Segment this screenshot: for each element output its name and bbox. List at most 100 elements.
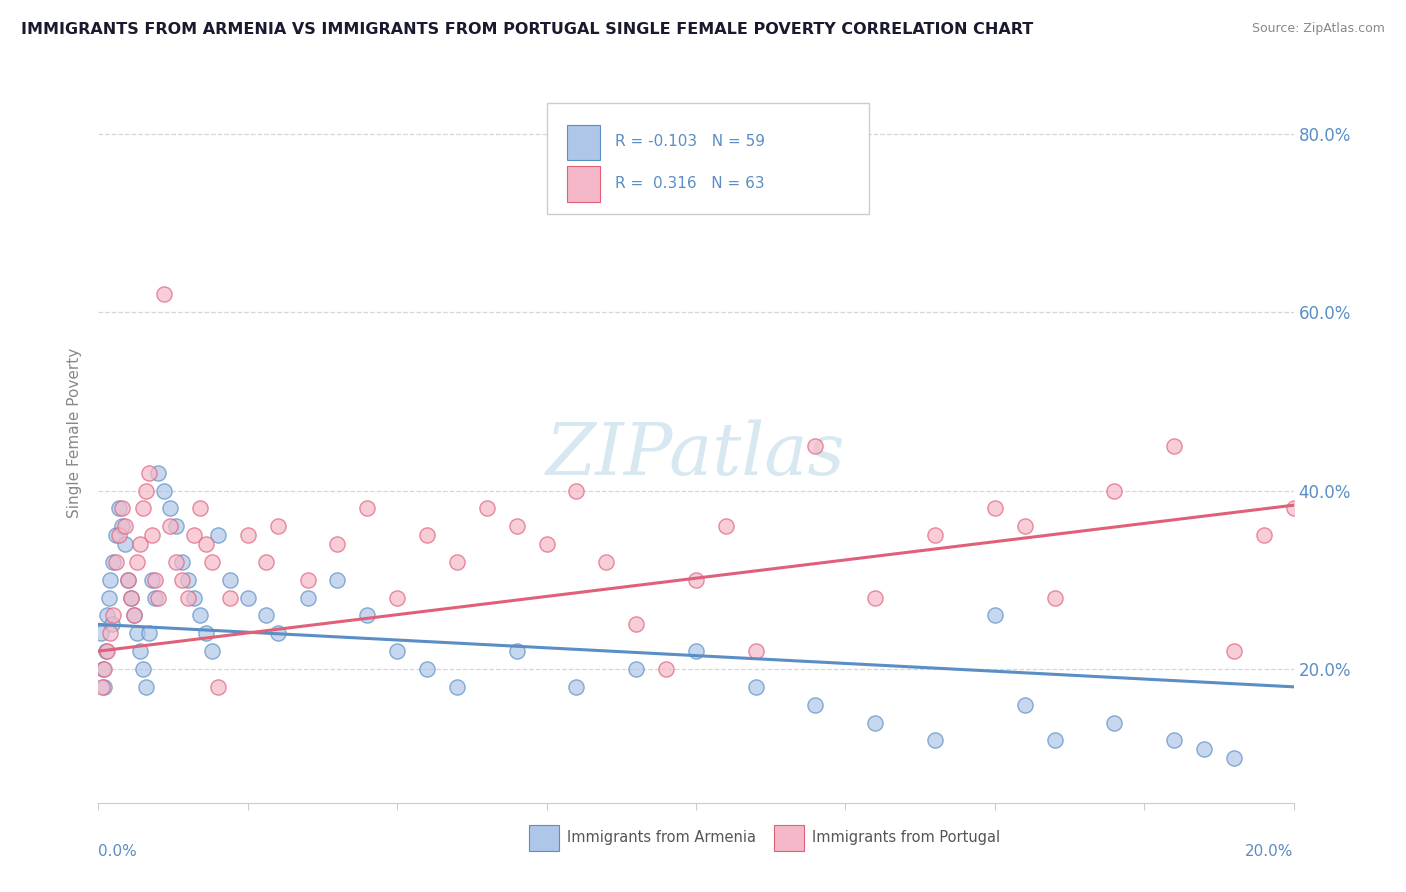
Point xyxy=(219,591,242,605)
Point xyxy=(117,573,139,587)
Text: 20.0%: 20.0% xyxy=(1246,844,1294,858)
Point xyxy=(595,555,617,569)
FancyBboxPatch shape xyxy=(529,825,558,851)
Point xyxy=(536,537,558,551)
Point xyxy=(148,591,170,605)
Point xyxy=(188,501,211,516)
Text: ZIPatlas: ZIPatlas xyxy=(546,419,846,490)
Point xyxy=(127,626,149,640)
Point xyxy=(98,573,122,587)
Point xyxy=(1014,698,1036,712)
Point xyxy=(267,626,290,640)
Point xyxy=(90,626,112,640)
Point xyxy=(984,608,1007,623)
Point xyxy=(865,715,887,730)
Point xyxy=(745,680,768,694)
Point xyxy=(195,537,218,551)
Point xyxy=(685,573,707,587)
Point xyxy=(714,519,737,533)
Point xyxy=(1295,216,1317,230)
Point xyxy=(201,555,224,569)
Point xyxy=(100,617,122,632)
Point xyxy=(195,626,218,640)
Point xyxy=(219,573,242,587)
Point xyxy=(132,501,155,516)
Text: Immigrants from Armenia: Immigrants from Armenia xyxy=(567,830,756,845)
Point xyxy=(506,519,529,533)
Point xyxy=(1104,483,1126,498)
Point xyxy=(626,617,648,632)
Point xyxy=(98,591,121,605)
Point xyxy=(141,528,163,542)
Point xyxy=(93,680,115,694)
Point xyxy=(446,680,468,694)
Text: Source: ZipAtlas.com: Source: ZipAtlas.com xyxy=(1251,22,1385,36)
Point xyxy=(143,573,166,587)
Point xyxy=(159,519,181,533)
Point xyxy=(207,528,229,542)
Point xyxy=(1312,573,1334,587)
FancyBboxPatch shape xyxy=(567,125,600,161)
Point xyxy=(183,591,205,605)
Point xyxy=(108,501,131,516)
Point xyxy=(120,591,142,605)
Text: R =  0.316   N = 63: R = 0.316 N = 63 xyxy=(614,176,765,191)
Point xyxy=(267,519,290,533)
Point xyxy=(124,608,146,623)
Point xyxy=(141,573,163,587)
Text: R = -0.103   N = 59: R = -0.103 N = 59 xyxy=(614,134,765,149)
Point xyxy=(120,591,142,605)
Point xyxy=(1192,742,1215,756)
Point xyxy=(1014,519,1036,533)
Point xyxy=(105,528,128,542)
Point xyxy=(103,608,125,623)
Point xyxy=(138,466,160,480)
Point xyxy=(356,501,378,516)
Point xyxy=(236,591,259,605)
Point xyxy=(565,483,588,498)
Point xyxy=(177,591,200,605)
FancyBboxPatch shape xyxy=(773,825,804,851)
Point xyxy=(138,626,160,640)
Point xyxy=(297,573,319,587)
Point xyxy=(98,626,122,640)
Y-axis label: Single Female Poverty: Single Female Poverty xyxy=(67,348,83,517)
Point xyxy=(804,439,827,453)
Point xyxy=(143,591,166,605)
Point xyxy=(326,537,349,551)
Point xyxy=(655,662,678,676)
Point xyxy=(356,608,378,623)
Point xyxy=(129,644,152,658)
Text: IMMIGRANTS FROM ARMENIA VS IMMIGRANTS FROM PORTUGAL SINGLE FEMALE POVERTY CORREL: IMMIGRANTS FROM ARMENIA VS IMMIGRANTS FR… xyxy=(21,22,1033,37)
Point xyxy=(148,466,170,480)
Point xyxy=(745,644,768,658)
Point xyxy=(117,573,139,587)
Point xyxy=(96,644,118,658)
Point xyxy=(135,483,157,498)
Point xyxy=(1043,733,1066,747)
Point xyxy=(114,519,136,533)
Point xyxy=(385,644,409,658)
Point xyxy=(416,528,439,542)
Point xyxy=(108,528,131,542)
Point xyxy=(105,555,128,569)
Point xyxy=(236,528,259,542)
Point xyxy=(165,519,187,533)
Point xyxy=(159,501,181,516)
Point xyxy=(626,662,648,676)
FancyBboxPatch shape xyxy=(567,166,600,202)
Point xyxy=(475,501,498,516)
Point xyxy=(254,608,277,623)
Point xyxy=(685,644,707,658)
Point xyxy=(865,591,887,605)
Point xyxy=(129,537,152,551)
Point xyxy=(93,662,115,676)
Point xyxy=(177,573,200,587)
Point xyxy=(1282,501,1305,516)
Point xyxy=(416,662,439,676)
Point xyxy=(91,680,114,694)
Point xyxy=(111,519,134,533)
Point xyxy=(111,501,134,516)
Point xyxy=(924,733,946,747)
Point xyxy=(984,501,1007,516)
